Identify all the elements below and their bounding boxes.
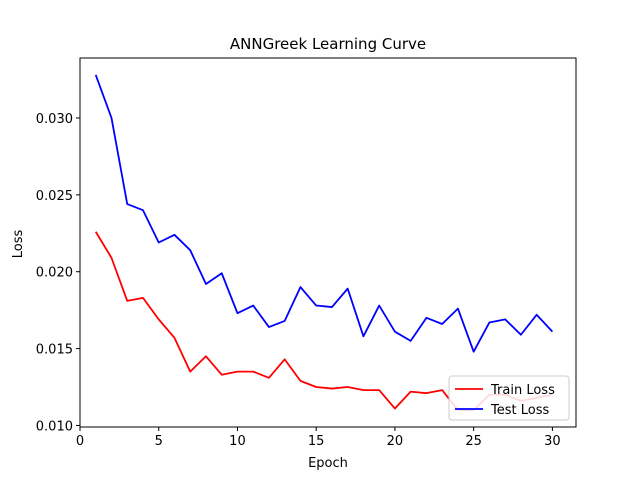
x-axis-label: Epoch — [308, 456, 348, 471]
x-tick-label: 0 — [76, 434, 84, 449]
x-tick-label: 20 — [387, 434, 404, 449]
series-line-test-loss — [94, 74, 554, 353]
chart-title: ANNGreek Learning Curve — [230, 35, 426, 53]
y-tick-label: 0.030 — [36, 112, 73, 127]
y-axis: 0.010 0.015 0.020 0.025 0.030 — [36, 112, 80, 434]
y-tick-label: 0.025 — [36, 189, 73, 204]
x-tick-label: 25 — [465, 434, 482, 449]
y-tick-label: 0.010 — [36, 419, 73, 434]
legend-label: Test Loss — [490, 403, 549, 418]
y-tick-label: 0.020 — [36, 266, 73, 281]
legend: Train Loss Test Loss — [448, 375, 570, 421]
x-tick-label: 30 — [544, 434, 561, 449]
legend-label: Train Loss — [490, 383, 555, 398]
y-axis-label: Loss — [11, 230, 26, 259]
plot-frame — [79, 57, 577, 428]
x-tick-label: 10 — [229, 434, 246, 449]
x-axis: 0 5 10 15 20 25 30 — [76, 427, 561, 449]
x-tick-label: 15 — [308, 434, 325, 449]
series-layer — [94, 74, 554, 411]
y-tick-label: 0.015 — [36, 343, 73, 358]
x-tick-label: 5 — [155, 434, 163, 449]
